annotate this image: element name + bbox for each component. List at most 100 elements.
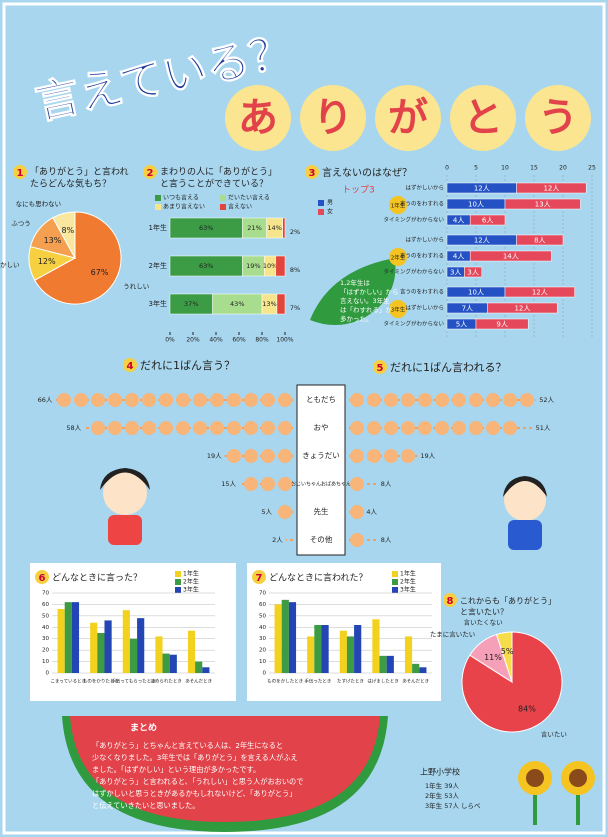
person-label: 先生 (314, 506, 329, 516)
sunflower (389, 300, 407, 318)
title-circle (525, 85, 591, 151)
y-tick-label: 60 (42, 602, 49, 608)
legend-swatch (220, 204, 226, 210)
bar-value-label: 9人 (496, 321, 507, 329)
face (350, 421, 364, 435)
number-badge (443, 593, 457, 607)
face (367, 421, 381, 435)
face (261, 421, 275, 435)
y-tick-label: 60 (259, 602, 266, 608)
slice-value-label: 11% (484, 653, 502, 662)
face (418, 393, 432, 407)
bar-value-label: 63% (199, 224, 213, 232)
face (520, 393, 534, 407)
legend-swatch (220, 195, 226, 201)
section-number: 1 (17, 168, 24, 179)
slice-label: たまに言いたい (430, 630, 475, 639)
bar (155, 636, 163, 673)
person-label: きょうだい (302, 451, 340, 460)
legend-swatch (318, 209, 324, 215)
face (350, 533, 364, 547)
section-title: どんなときに言った？ (52, 572, 142, 584)
legend-label: 女 (327, 208, 333, 216)
category-label: 2年生 (149, 261, 167, 270)
category-label: 1年生 (149, 223, 167, 232)
count-label: 19人 (207, 452, 222, 460)
bar-segment (516, 182, 587, 194)
x-tick-label: 5 (474, 165, 478, 172)
legend-swatch (175, 579, 181, 585)
face (278, 477, 292, 491)
title-char: と (463, 95, 503, 141)
count-label: 2人 (272, 536, 283, 544)
count-label: 19人 (420, 452, 435, 460)
legend-swatch (155, 204, 161, 210)
bar-value-label: 5人 (456, 321, 467, 329)
summary-text: ました。「はずかしい」という理由が多かったです。 (92, 765, 260, 774)
bar (379, 655, 387, 673)
face (108, 393, 122, 407)
bar (354, 625, 362, 673)
section-number: 2 (147, 168, 154, 179)
bar (404, 636, 413, 673)
slice-label: はずかしい (0, 260, 19, 269)
section-title: と言うことができている？ (160, 178, 268, 190)
count-label: 51人 (536, 424, 551, 432)
face (125, 421, 139, 435)
x-tick-label: 手伝ったとき (304, 678, 331, 685)
count-label: 8人 (381, 536, 392, 544)
face (74, 393, 88, 407)
face (401, 449, 415, 463)
bar (339, 630, 347, 673)
face (261, 393, 275, 407)
x-tick-label: ほめられたとき (150, 679, 182, 685)
count-text: 1年生 39人 (425, 781, 459, 790)
legend-swatch (155, 195, 161, 201)
reason-label: はずかしいから (405, 184, 444, 192)
number-badge (13, 165, 27, 179)
face (210, 393, 224, 407)
face (244, 449, 258, 463)
bar (57, 609, 65, 673)
count-label: 4人 (366, 508, 377, 516)
bar-value-label: 10人 (468, 201, 484, 209)
summary-text: 「ありがとう」とちゃんと言えている人は、2年生になると (92, 741, 283, 750)
count-label: 15人 (221, 480, 236, 488)
reason-label: 言うのをわすれる (400, 200, 444, 208)
bar-value-label: 63% (199, 262, 213, 270)
leaf (310, 258, 396, 325)
x-tick-label: 100% (276, 337, 293, 344)
bar-value-label: 14人 (503, 253, 519, 261)
x-tick-label: ものをかりたとき (83, 678, 119, 685)
person-label: ともだち (306, 395, 336, 404)
y-tick-label: 70 (259, 591, 266, 597)
x-tick-label: 60% (232, 337, 246, 344)
section-title: どんなときに言われた？ (269, 572, 368, 584)
group-label: 1年生 (391, 202, 406, 210)
person-label: その他 (310, 534, 333, 544)
person-label: おじいちゃんおばあちゃん (291, 481, 351, 488)
bar (195, 661, 203, 673)
face (367, 449, 381, 463)
bar (64, 602, 72, 673)
title-circle (450, 85, 516, 151)
slice-value-label: 5% (501, 647, 514, 656)
bar (419, 667, 427, 673)
bar (90, 622, 98, 673)
number-badge (305, 165, 319, 179)
y-tick-label: 0 (46, 671, 50, 677)
face (350, 505, 364, 519)
face (384, 421, 398, 435)
note-text: 多かった。 (340, 314, 373, 323)
pie-slice (495, 631, 513, 683)
people-column (296, 384, 346, 556)
face (227, 393, 241, 407)
bar-value-label: 21% (247, 224, 261, 232)
bar-segment (469, 214, 506, 226)
face (261, 477, 275, 491)
y-tick-label: 20 (259, 648, 266, 654)
x-tick-label: 0 (445, 165, 449, 172)
note-text: 言えない。3年生 (340, 296, 390, 305)
sunflower (389, 248, 407, 266)
face (278, 449, 292, 463)
